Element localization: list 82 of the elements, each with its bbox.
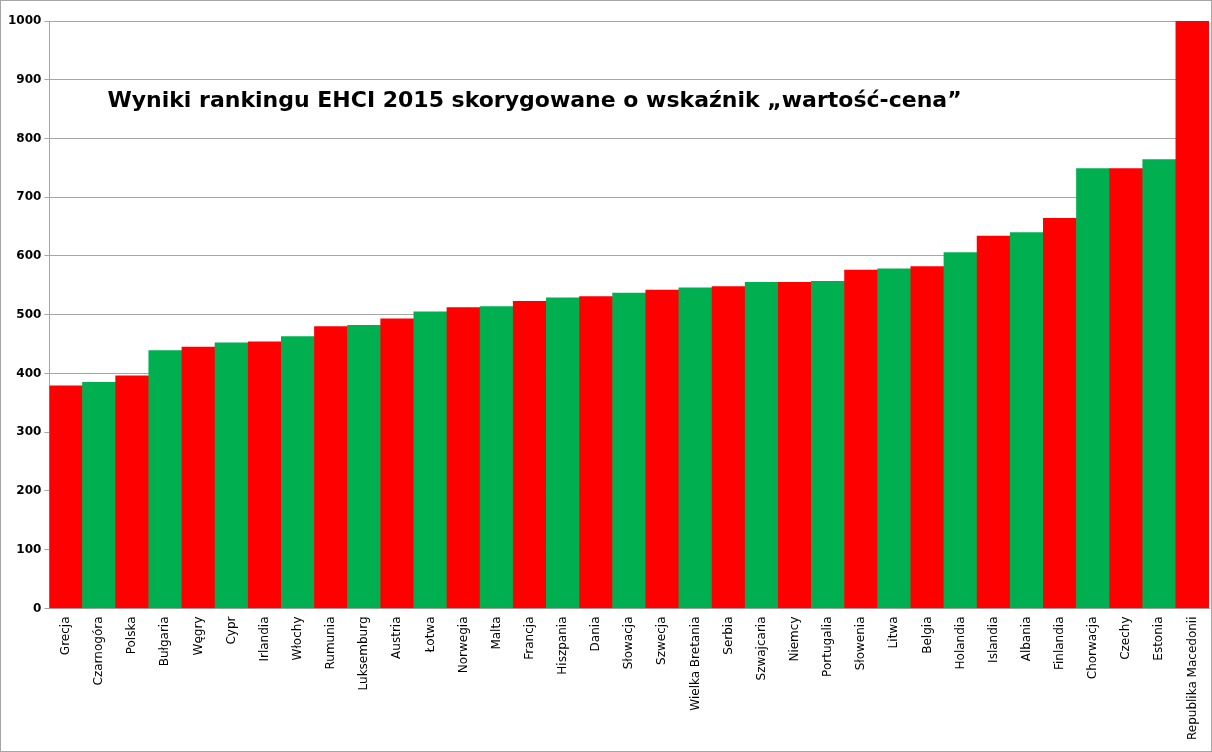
x-tick-label: Czarnogóra [91,616,106,686]
x-tick-label: Austria [389,616,404,659]
x-tick-label: Estonia [1151,616,1166,661]
x-tick-label: Litwa [886,616,901,649]
y-tick-label: 600 [16,248,42,263]
bar [214,342,249,609]
bar [280,336,315,609]
x-tick-label: Malta [488,616,503,650]
bar [546,297,580,609]
x-tick-label: Republika Macedonii [1184,616,1199,740]
bar [1109,168,1144,609]
x-tick-label: Chorwacja [1085,616,1100,680]
x-tick-label: Czechy [1118,616,1133,660]
x-tick-label: Finlandia [1052,616,1067,671]
x-tick-label: Węgry [190,616,205,656]
x-tick-label: Islandia [985,616,1000,663]
x-tick-label: Luksemburg [356,616,371,691]
y-tick-label: 800 [16,130,42,145]
y-tick-label: 300 [16,424,42,439]
bar [943,252,978,609]
bar [877,268,912,609]
x-tick-label: Bułgaria [157,616,172,667]
x-tick-label: Cypr [223,616,238,645]
y-tick-label: 200 [16,483,42,498]
text: Wyniki rankingu EHCI 2015 skorygowane o wskaźnik „wartość-cena” [107,86,962,112]
x-tick-label: Grecja [58,616,73,656]
bar [347,324,382,609]
y-tick-label: 700 [16,189,42,204]
x-tick-label: Słowenia [853,616,868,671]
bar [711,286,746,609]
bar [777,282,812,609]
bar [413,311,448,609]
bar [811,280,845,609]
y-tick-label: 100 [16,541,42,556]
bar [1076,168,1110,609]
bar [910,266,945,609]
bar [1043,218,1077,609]
bar [1142,159,1177,609]
y-tick-label: 900 [16,71,42,86]
bar [82,381,116,609]
bar [645,289,680,609]
x-tick-label: Albania [1018,616,1033,662]
y-tick-label: 1000 [7,13,42,28]
x-tick-label: Łotwa [422,616,437,654]
bar [380,318,415,609]
x-tick-label: Irlandia [256,616,271,662]
x-tick-label: Norwegia [455,616,470,674]
bar [512,300,547,609]
x-tick-label: Serbia [720,616,735,655]
bar [844,269,879,609]
y-tick-label: 500 [16,306,42,321]
bar [1175,21,1209,609]
bar [1009,232,1044,609]
x-tick-label: Szwecja [654,616,669,665]
x-tick-label: Szwajcaria [753,616,768,681]
bar [181,346,216,609]
x-tick-label: Hiszpania [555,616,570,675]
x-tick-label: Polska [124,616,139,655]
bar [612,292,647,609]
bar [148,350,183,609]
x-tick-label: Niemcy [786,616,801,662]
x-tick-label: Rumunia [323,616,338,670]
bar [744,282,779,609]
x-tick-label: Wielka Bretania [687,616,702,711]
y-tick-label: 400 [16,365,42,380]
bar [446,307,481,609]
bar [115,375,150,609]
bar [976,235,1011,609]
x-tick-label: Słowacja [621,616,636,670]
x-tick-label: Holandia [952,616,967,670]
x-tick-label: Francja [521,616,536,660]
bar [479,306,514,609]
x-tick-label: Belgia [919,616,934,654]
bar [314,326,348,609]
y-tick-label: 0 [33,600,42,615]
x-tick-label: Dania [588,616,603,652]
x-tick-label: Portugalia [820,616,835,677]
bar [49,385,83,609]
bar [579,296,613,609]
x-tick-label: Włochy [290,616,305,661]
bar [247,341,282,609]
bar [678,287,713,609]
